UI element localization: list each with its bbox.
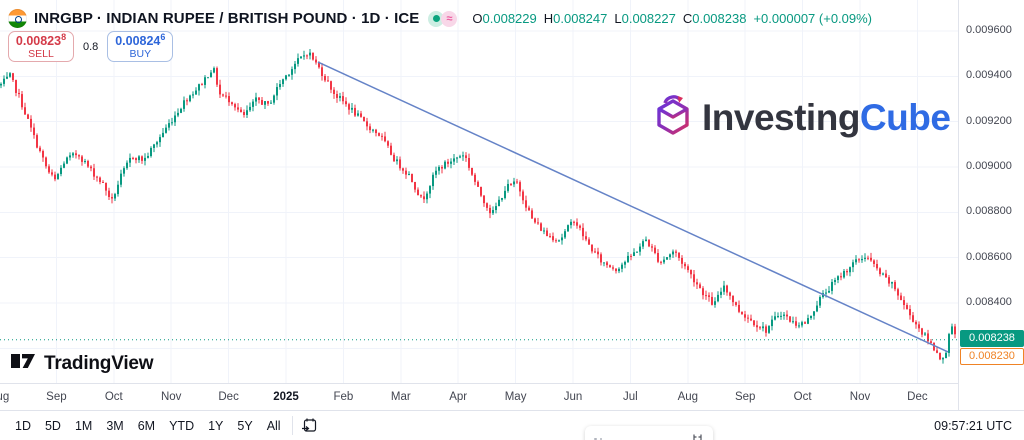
time-axis-label: Jun bbox=[563, 391, 583, 403]
range-button-6m[interactable]: 6M bbox=[137, 418, 156, 433]
time-axis-label: Dec bbox=[218, 391, 239, 403]
buy-button[interactable]: 0.008246 BUY bbox=[107, 31, 174, 62]
low-label: L bbox=[614, 11, 622, 26]
price-axis[interactable]: 0.008238 0.008230 0.009600 0.009400 0.0092… bbox=[958, 0, 1024, 410]
market-status-icons[interactable]: ≈ bbox=[428, 10, 458, 27]
price-axis-label: 0.009400 bbox=[966, 69, 1012, 82]
investingcube-cube-icon bbox=[652, 92, 694, 143]
time-axis-label: 2025 bbox=[273, 391, 299, 403]
time-axis-label: Feb bbox=[333, 391, 354, 403]
price-axis-label: 0.009600 bbox=[966, 24, 1012, 37]
price-axis-label: 0.008600 bbox=[966, 250, 1012, 263]
time-axis-label: Aug bbox=[677, 391, 699, 403]
symbol-title[interactable]: INRGBP · INDIAN RUPEE / BRITISH POUND · … bbox=[34, 10, 420, 27]
sell-label: SELL bbox=[28, 48, 54, 61]
time-axis-label: Nov bbox=[849, 391, 871, 403]
range-button-1m[interactable]: 1M bbox=[74, 418, 93, 433]
price-axis-label: 0.009200 bbox=[966, 114, 1012, 127]
range-button-1y[interactable]: 1Y bbox=[208, 418, 224, 433]
time-axis-label: May bbox=[504, 391, 527, 403]
chart-pane[interactable] bbox=[0, 0, 958, 383]
date-range-buttons: 1D 5D 1M 3M 6M YTD 1Y 5Y All bbox=[0, 415, 288, 437]
time-axis-label: Apr bbox=[449, 391, 468, 403]
range-button-1d[interactable]: 1D bbox=[15, 418, 31, 433]
time-axis-label: Dec bbox=[907, 391, 928, 403]
delayed-data-icon: ≈ bbox=[441, 10, 458, 27]
range-button-5d[interactable]: 5D bbox=[44, 418, 61, 433]
sell-price: 0.00823 bbox=[15, 34, 62, 48]
tradingview-logo-text: TradingView bbox=[44, 352, 154, 374]
range-button-3m[interactable]: 3M bbox=[106, 418, 124, 433]
watermark-brand-text: InvestingCube bbox=[702, 97, 951, 138]
close-label: C bbox=[682, 11, 693, 26]
time-axis-label: Aug bbox=[0, 391, 10, 403]
time-axis-label: Oct bbox=[104, 391, 123, 403]
watermark-brand-first: Investing bbox=[702, 97, 860, 138]
trade-panel: 0.008238 SELL 0.8 0.008246 BUY bbox=[8, 31, 174, 62]
time-axis-label: Mar bbox=[390, 391, 411, 403]
buy-price: 0.00824 bbox=[115, 34, 161, 48]
investingcube-watermark: InvestingCube bbox=[652, 92, 951, 143]
time-axis-label: Sep bbox=[46, 391, 67, 403]
india-flag-icon bbox=[8, 9, 27, 28]
time-axis[interactable]: Aug Sep Oct Nov Dec 2025 Feb Mar Apr May Jun Jul Aug… bbox=[0, 383, 1024, 410]
price-axis-label: 0.009000 bbox=[966, 160, 1012, 173]
sell-price-sup: 8 bbox=[61, 31, 67, 42]
ohlc-values: O0.008229 H0.008247 L0.008227 C0.008238 … bbox=[472, 11, 872, 26]
drag-handle-icon[interactable] bbox=[594, 437, 602, 440]
range-button-ytd[interactable]: YTD bbox=[169, 418, 195, 433]
price-axis-label: 0.008400 bbox=[966, 296, 1012, 308]
utc-clock[interactable]: 09:57:21 UTC bbox=[934, 418, 1012, 433]
magnet-icon[interactable] bbox=[691, 433, 704, 440]
price-axis-label: 0.008800 bbox=[966, 205, 1012, 218]
secondary-price-badge: 0.008230 bbox=[960, 347, 1024, 365]
tradingview-logo-icon bbox=[10, 352, 37, 375]
change-value: +0.000007 (+0.09%) bbox=[753, 11, 873, 26]
range-button-all[interactable]: All bbox=[266, 418, 281, 433]
watermark-brand-second: Cube bbox=[859, 97, 951, 138]
high-label: H bbox=[543, 11, 554, 26]
time-axis-label: Nov bbox=[160, 391, 182, 403]
tradingview-logo[interactable]: TradingView bbox=[10, 352, 154, 375]
time-axis-label: Oct bbox=[793, 391, 812, 403]
range-button-5y[interactable]: 5Y bbox=[237, 418, 253, 433]
close-value: 0.008238 bbox=[692, 11, 747, 26]
buy-label: BUY bbox=[129, 48, 152, 61]
price-chart-canvas[interactable] bbox=[0, 0, 958, 383]
open-value: 0.008229 bbox=[482, 11, 537, 26]
time-axis-label: Sep bbox=[734, 391, 756, 403]
open-label: O bbox=[472, 11, 483, 26]
spread-value: 0.8 bbox=[83, 40, 99, 53]
high-value: 0.008247 bbox=[553, 11, 608, 26]
market-status-icon bbox=[428, 10, 445, 27]
floating-drawing-toolbar[interactable] bbox=[585, 426, 713, 440]
last-price-badge: 0.008238 bbox=[960, 329, 1024, 347]
toolbar-divider bbox=[291, 416, 293, 435]
buy-price-sup: 6 bbox=[160, 31, 166, 42]
bottom-toolbar: 1D 5D 1M 3M 6M YTD 1Y 5Y All 09:57:21 UTC bbox=[0, 410, 1024, 440]
symbol-header: INRGBP · INDIAN RUPEE / BRITISH POUND · … bbox=[8, 9, 872, 28]
go-to-date-button[interactable] bbox=[301, 417, 318, 434]
time-axis-label: Jul bbox=[623, 391, 638, 403]
low-value: 0.008227 bbox=[621, 11, 676, 26]
sell-button[interactable]: 0.008238 SELL bbox=[8, 31, 74, 62]
